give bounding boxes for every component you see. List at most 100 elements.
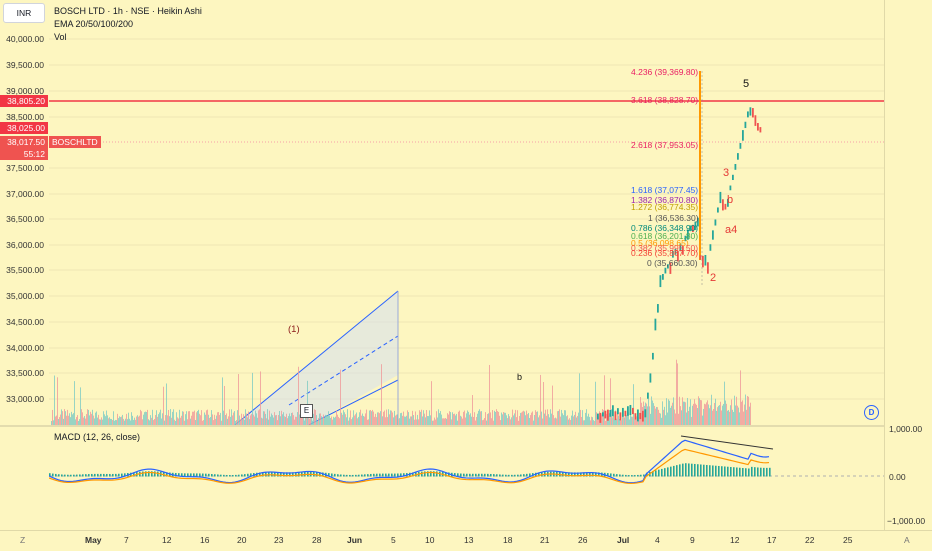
volume-bar: [418, 419, 419, 425]
macd-histogram-bar: [181, 473, 183, 477]
right-axis[interactable]: 1,000.00 0.00 −1,000.00: [884, 0, 932, 530]
candle: [759, 127, 762, 133]
macd-histogram-bar: [634, 475, 636, 477]
macd-histogram-bar: [742, 467, 744, 477]
volume-bar: [369, 410, 370, 425]
volume-bar: [626, 414, 627, 425]
volume-bar: [152, 409, 153, 425]
macd-histogram-bar: [121, 473, 123, 477]
macd-pane[interactable]: MACD (12, 26, close): [49, 427, 884, 530]
price-chart-canvas[interactable]: [49, 0, 884, 425]
candle: [704, 254, 707, 266]
symbol-title[interactable]: BOSCH LTD · 1h · NSE · Heikin Ashi: [54, 6, 202, 16]
macd-histogram-bar: [82, 474, 84, 477]
price-label: 37,000.00: [6, 189, 44, 199]
macd-histogram-bar: [496, 474, 498, 477]
currency-button[interactable]: INR: [3, 3, 45, 23]
candle: [607, 409, 609, 421]
volume-bar: [447, 413, 448, 425]
volume-bar: [262, 418, 263, 425]
volume-bar: [706, 402, 707, 425]
macd-histogram-bar: [412, 472, 414, 477]
zoom-corner-button[interactable]: Z: [20, 535, 26, 545]
volume-bar: [340, 369, 341, 425]
volume-bar: [725, 400, 726, 425]
time-axis[interactable]: Z May 7 12 16 20 23 28 Jun 5 10 13 18 21…: [0, 530, 932, 551]
volume-bar: [629, 419, 630, 425]
volume-bar: [117, 413, 118, 425]
macd-histogram-bar: [232, 475, 234, 477]
volume-bar: [484, 418, 485, 425]
volume-bar: [640, 397, 641, 425]
candle: [609, 410, 612, 417]
macd-histogram-bar: [724, 466, 726, 477]
volume-bar: [119, 416, 120, 425]
candle: [679, 243, 682, 252]
volume-bar: [230, 416, 231, 425]
volume-bar: [182, 411, 183, 425]
volume-bar: [138, 416, 139, 425]
auto-scale-button[interactable]: A: [904, 535, 910, 545]
macd-canvas[interactable]: [49, 427, 884, 530]
macd-histogram-bar: [586, 472, 588, 477]
macd-histogram-bar: [565, 472, 567, 477]
volume-bar: [302, 417, 303, 425]
volume-bar: [446, 418, 447, 425]
volume-bar: [69, 413, 70, 425]
volume-bar: [444, 418, 445, 425]
macd-histogram-bar: [463, 473, 465, 477]
volume-bar: [535, 410, 536, 425]
volume-bar: [81, 409, 82, 425]
volume-bar: [449, 411, 450, 425]
volume-bar: [163, 386, 164, 425]
macd-histogram-bar: [244, 474, 246, 477]
volume-bar: [300, 413, 301, 425]
volume-bar: [462, 418, 463, 425]
price-label: 38,500.00: [6, 112, 44, 122]
volume-bar: [354, 415, 355, 425]
candle: [657, 304, 659, 313]
volume-bar: [653, 403, 654, 425]
volume-bar: [241, 413, 242, 425]
volume-bar: [487, 413, 488, 425]
volume-bar: [73, 413, 74, 425]
fib-level-label: 0.618 (36,201.80): [631, 231, 699, 241]
volume-bar: [272, 415, 273, 425]
date-label: Jul: [617, 535, 630, 545]
volume-bar: [519, 415, 520, 425]
ema-indicator-label[interactable]: EMA 20/50/100/200: [54, 19, 134, 29]
left-price-axis[interactable]: INR 40,000.00 39,500.00 39,000.00 38,500…: [0, 0, 50, 530]
volume-bar: [651, 396, 652, 425]
pane-separator[interactable]: [0, 425, 932, 427]
volume-bar: [190, 418, 191, 425]
volume-bar: [271, 413, 272, 425]
candle: [659, 275, 662, 288]
volume-bar: [386, 409, 387, 425]
volume-bar: [677, 363, 678, 425]
dividend-marker[interactable]: D: [864, 405, 879, 420]
volume-bar: [403, 411, 404, 425]
volume-bar: [359, 412, 360, 425]
price-label: 33,000.00: [6, 394, 44, 404]
volume-bar: [466, 413, 467, 425]
volume-bar: [465, 417, 466, 425]
volume-bar: [670, 407, 671, 425]
macd-title[interactable]: MACD (12, 26, close): [54, 432, 141, 442]
macd-histogram-bar: [394, 473, 396, 477]
fib-level-label: 0.5 (36,098.65): [631, 238, 689, 248]
price-chart-pane[interactable]: BOSCH LTD · 1h · NSE · Heikin Ashi EMA 2…: [49, 0, 884, 425]
volume-indicator-label[interactable]: Vol: [54, 32, 67, 42]
candle: [732, 174, 734, 181]
earnings-marker[interactable]: E: [300, 404, 313, 418]
candle: [624, 410, 627, 417]
volume-bar: [382, 416, 383, 425]
macd-histogram-bar: [55, 473, 57, 477]
macd-histogram-bar: [208, 473, 210, 477]
volume-bar: [548, 414, 549, 425]
volume-bar: [387, 417, 388, 425]
volume-bar: [334, 417, 335, 425]
macd-histogram-bar: [178, 473, 180, 477]
candle: [669, 262, 672, 274]
macd-histogram-bar: [124, 473, 126, 477]
parallel-channel-drawing: [234, 290, 399, 425]
